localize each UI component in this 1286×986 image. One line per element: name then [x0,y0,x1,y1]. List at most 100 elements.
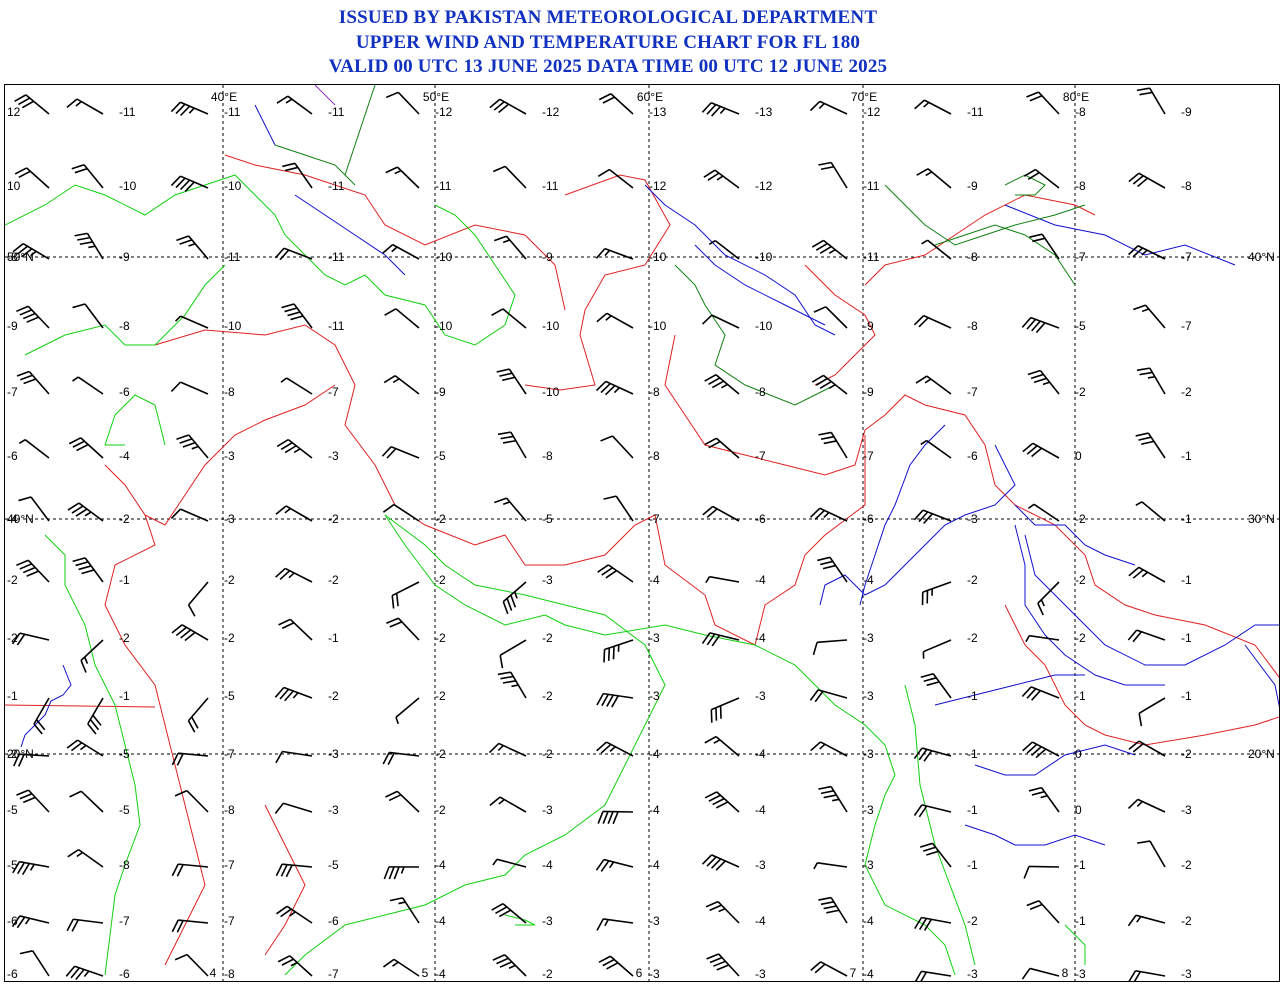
border-line [224,154,566,311]
temperature-label: -10 [649,319,667,333]
temperature-label: -3 [755,967,766,981]
temperature-label: -5 [119,747,130,761]
temperature-label: -8 [967,319,978,333]
temperature-label: -10 [755,250,773,264]
wind-barb [74,232,104,260]
temperature-label: -4 [649,858,660,872]
temperature-label: 0 [1075,747,1082,761]
temperature-label: -8 [119,858,130,872]
wind-barb [600,435,634,459]
wind-barb [921,239,952,260]
wind-barb [812,639,848,656]
temperature-label: -11 [435,179,452,193]
wind-barb [1027,369,1060,395]
wind-barb [11,915,50,929]
wind-barb [701,632,740,647]
border-line [104,464,206,966]
temperature-label: -3 [649,914,660,928]
wind-barb [497,671,527,699]
wind-barb [913,804,952,818]
region-border [274,144,356,186]
wind-barb [494,235,527,260]
temperature-label: -11 [863,179,880,193]
longitude-label: 50°E [423,90,449,104]
temperature-label: -11 [328,179,345,193]
wind-barb [598,955,634,977]
wind-barb [383,866,420,880]
temperature-label: -2 [542,631,553,645]
temperature-label: -5 [119,803,130,817]
longitude-label: 60°E [637,90,663,104]
coastline [5,174,516,346]
wind-barbs [11,87,1166,981]
temperature-label: -4 [755,747,766,761]
temperature-label: -2 [435,689,446,703]
temperature-label: -5 [542,512,553,526]
temperature-label: -2 [1075,385,1086,399]
border-line [154,324,866,646]
temperature-label: -2 [224,631,235,645]
temperature-label: -8 [1075,105,1086,119]
temperature-label: -10 [542,385,560,399]
wind-barb [171,919,209,933]
wind-barb [170,508,209,522]
wind-barb [1023,168,1060,189]
wind-barb [382,958,420,977]
temperature-label: -4 [435,914,446,928]
wind-barb [817,556,848,583]
wind-barb [488,742,527,757]
temperature-label: -3 [649,967,660,981]
temperature-label: -3 [863,803,874,817]
temperature-label: -3 [649,689,660,703]
river [1014,524,1165,686]
temperature-label: -7 [224,858,235,872]
wind-barb [68,437,104,459]
temperature-label: -10 [224,319,242,333]
temperature-label: -1 [7,689,18,703]
river [294,194,406,276]
wind-barb [706,953,740,977]
temperature-label: -2 [119,512,130,526]
wind-barb [597,168,634,189]
wind-barb [16,559,50,583]
temperature-label: -8 [542,449,553,463]
wind-barb [277,955,313,977]
temperature-label: -11 [328,319,345,333]
wind-barb [603,495,634,522]
temperature-label: -2 [967,573,978,587]
wind-barb [705,900,740,924]
wind-barb [1021,967,1060,980]
temperature-label: -9 [435,385,446,399]
temperature-label: -1 [967,747,978,761]
wind-barb [1026,91,1060,115]
temperature-label: -2 [1181,747,1192,761]
temperature-label: -2 [542,967,553,981]
wind-barb [1029,233,1060,260]
wind-barb [1128,969,1166,981]
wind-barb [171,752,209,766]
wind-barb [170,101,209,117]
temperature-label: -1 [967,803,978,817]
wind-barb [174,315,209,329]
coastline [384,514,956,976]
river [254,104,276,146]
river [1244,644,1279,708]
temperature-label: 12 [7,105,21,119]
temperature-label: -12 [542,105,560,119]
longitude-edge-label: 4 [210,966,217,980]
latitude-label: 40°N [1248,250,1275,264]
coastline [104,394,166,446]
wind-barb [275,750,313,764]
temperature-label: -7 [649,512,660,526]
temperature-label: -11 [224,105,241,119]
latitude-label: 20°N [7,747,34,761]
wind-barb [385,166,420,189]
wind-barb [597,564,634,583]
temperature-label: -7 [1075,250,1086,264]
wind-barb [1136,367,1166,395]
wind-barb [16,305,50,329]
temperature-label: -2 [7,747,18,761]
wind-barb [1138,697,1166,727]
wind-barb [704,735,740,757]
temperature-label: -7 [328,967,339,981]
